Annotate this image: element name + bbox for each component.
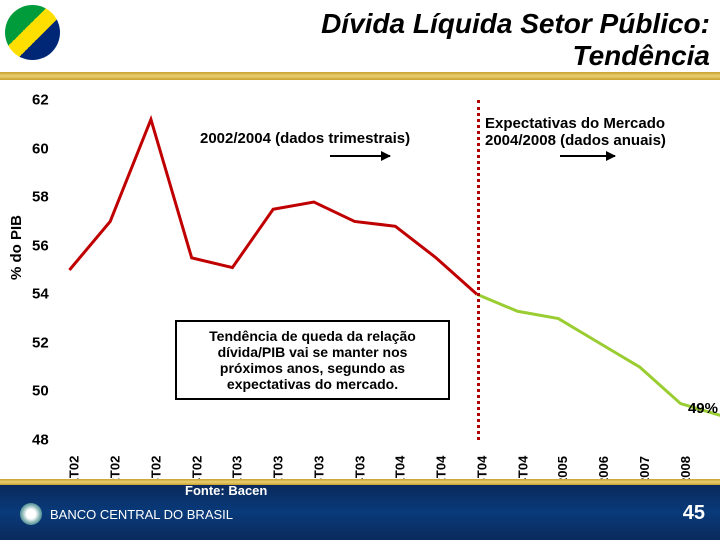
y-axis-label: % do PIB [8,215,25,280]
title-line2: Tendência [321,40,710,72]
title-line1: Dívida Líquida Setor Público: [321,8,710,40]
arrow-icon [330,155,390,157]
y-tick: 56 [32,237,49,254]
y-tick: 50 [32,383,49,400]
source-label: Fonte: Bacen [185,483,267,498]
y-tick: 54 [32,286,49,303]
label2-l2: 2004/2008 (dados anuais) [485,132,666,149]
end-value-label: 49% [688,400,718,417]
footer-logo: BANCO CENTRAL DO BRASIL [20,503,233,525]
page-number: 45 [683,502,705,525]
brazil-flag-icon [5,5,60,60]
y-tick: 58 [32,189,49,206]
label2-l1: Expectativas do Mercado [485,115,666,132]
header: Dívida Líquida Setor Público: Tendência [0,0,720,75]
logo-icon [20,503,42,525]
y-tick: 48 [32,432,49,449]
logo-text: BANCO CENTRAL DO BRASIL [50,507,233,522]
page-title: Dívida Líquida Setor Público: Tendência [321,8,710,72]
plot-area: 2002/2004 (dados trimestrais) Expectativ… [60,100,690,440]
divider [0,72,720,80]
info-box: Tendência de queda da relação dívida/PIB… [175,320,450,400]
y-tick: 52 [32,334,49,351]
chart: % do PIB 2002/2004 (dados trimestrais) E… [0,90,720,485]
series2-label: Expectativas do Mercado 2004/2008 (dados… [485,115,666,149]
split-line [477,100,480,440]
footer: BANCO CENTRAL DO BRASIL Fonte: Bacen 45 [0,485,720,540]
y-tick: 62 [32,92,49,109]
y-tick: 60 [32,140,49,157]
arrow-icon [560,155,615,157]
series1-label: 2002/2004 (dados trimestrais) [200,130,410,147]
